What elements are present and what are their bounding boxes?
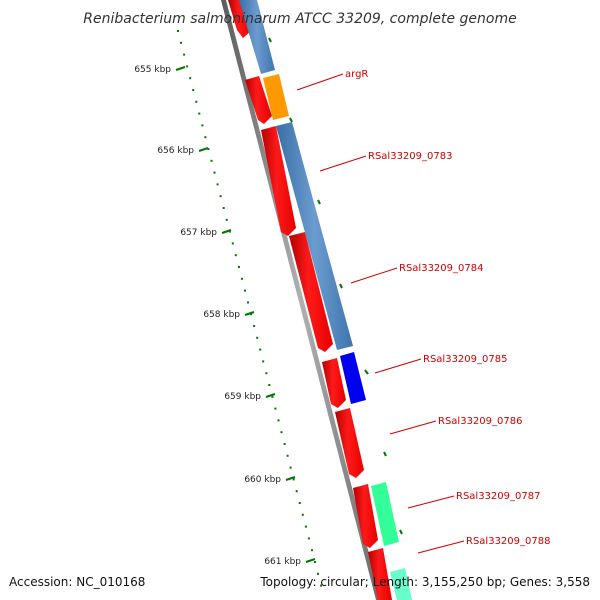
- scale-label: 657 kbp: [180, 228, 217, 238]
- scale-dot: [231, 242, 234, 245]
- scale-major-tick: [305, 558, 316, 563]
- gene-label: RSal33209_0786: [438, 416, 522, 427]
- scale-dot: [283, 443, 286, 445]
- scale-label: 659 kbp: [224, 392, 261, 402]
- gene-leader-line: [350, 267, 398, 284]
- scale-label: 655 kbp: [134, 65, 171, 75]
- scale-dot: [180, 41, 182, 44]
- scale-label: 661 kbp: [264, 557, 301, 567]
- cds-feature: [289, 232, 333, 352]
- scale-dot: [177, 30, 179, 32]
- gene-leader-line: [374, 358, 422, 374]
- gene-track: [239, 0, 412, 600]
- gene-leader-line: [407, 495, 455, 509]
- scale-dot: [225, 218, 228, 221]
- scale-dot: [216, 183, 219, 186]
- scale-dot: [198, 112, 201, 115]
- scale-dot: [222, 207, 225, 209]
- scale-dot: [189, 77, 192, 80]
- scale-dot: [228, 230, 231, 233]
- gene-feature-RSal33209_0787: [371, 482, 399, 546]
- scale-major-tick: [198, 147, 209, 152]
- scale-major-tick: [265, 393, 276, 398]
- scale-dot: [195, 100, 198, 103]
- scale-dot: [292, 478, 295, 481]
- cds-feature: [368, 548, 392, 600]
- outer-tick-marks: [268, 37, 403, 535]
- scale-dot: [311, 549, 313, 552]
- topology-text: Topology: circular; Length: 3,155,250 bp…: [259, 575, 590, 589]
- scale-label: 656 kbp: [157, 146, 194, 156]
- gene-labels: argR RSal33209_0783 RSal33209_0784 RSal3320…: [296, 69, 550, 554]
- scale-dot: [219, 195, 222, 198]
- cds-feature: [322, 358, 346, 408]
- scale-dot: [247, 301, 249, 304]
- scale-dot: [213, 171, 216, 174]
- gene-feature-RSal33209_0788: [390, 568, 412, 600]
- scale-dot: [271, 395, 274, 398]
- scale-dot: [320, 584, 323, 587]
- scale-dot: [244, 289, 246, 292]
- gene-leader-line: [319, 155, 367, 172]
- scale-dot: [262, 360, 265, 363]
- map-title: Renibacterium salmoninarum ATCC 33209, c…: [83, 11, 516, 27]
- scale-dot: [240, 277, 243, 280]
- scale-dot: [259, 348, 262, 351]
- gene-feature-steelblue: [239, 0, 275, 74]
- cds-track: [228, 0, 392, 600]
- scale-dot: [274, 407, 277, 410]
- accession-text: Accession: NC_010168: [9, 575, 145, 589]
- genome-backbone: [221, 0, 381, 600]
- scale-dot: [204, 136, 207, 139]
- gene-label: argR: [345, 69, 368, 80]
- scale-dot: [234, 254, 237, 257]
- scale-dot: [286, 454, 289, 457]
- scale-dot: [280, 431, 283, 434]
- scale-ruler: 655 kbp 656 kbp 657 kbp 658 kbp 659 kbp 660 k…: [134, 30, 323, 587]
- gene-feature-RSal33209_0783-0784: [276, 122, 353, 350]
- scale-dot: [265, 372, 268, 375]
- scale-dot: [207, 148, 210, 150]
- scale-dot: [237, 266, 240, 268]
- scale-dot: [304, 525, 307, 528]
- gene-leader-line: [296, 73, 344, 91]
- scale-label: 660 kbp: [244, 475, 281, 485]
- scale-dot: [256, 336, 259, 339]
- gene-leader-line: [389, 420, 437, 435]
- gene-feature-RSal33209_0785: [340, 352, 366, 404]
- gene-leader-line: [417, 540, 465, 554]
- scale-dot: [210, 159, 213, 162]
- scale-label: 658 kbp: [203, 310, 240, 320]
- scale-dot: [186, 65, 189, 68]
- scale-dot: [253, 325, 256, 327]
- scale-dot: [314, 561, 316, 563]
- scale-dot: [250, 313, 253, 316]
- cds-feature: [335, 408, 364, 478]
- scale-dot: [277, 419, 280, 422]
- scale-major-tick: [244, 311, 255, 316]
- scale-dot: [192, 89, 195, 91]
- scale-major-tick: [221, 229, 232, 234]
- gene-label: RSal33209_0784: [399, 263, 483, 274]
- scale-dot: [295, 490, 298, 493]
- scale-major-tick: [175, 66, 186, 71]
- gene-label: RSal33209_0783: [368, 151, 452, 162]
- gene-feature-argR: [263, 74, 289, 120]
- scale-dot: [301, 513, 304, 516]
- gene-label: RSal33209_0787: [456, 491, 540, 502]
- scale-dot: [317, 572, 319, 575]
- scale-dot: [201, 124, 204, 127]
- cds-feature: [261, 126, 296, 236]
- scale-dot: [289, 466, 292, 469]
- scale-dot: [307, 537, 310, 540]
- scale-dot: [183, 53, 186, 56]
- scale-dot: [298, 502, 301, 504]
- gene-label: RSal33209_0788: [466, 536, 550, 547]
- cds-feature: [353, 484, 378, 548]
- scale-major-tick: [285, 476, 296, 481]
- scale-dot: [268, 384, 271, 386]
- cds-feature: [245, 76, 272, 124]
- gene-label: RSal33209_0785: [423, 354, 507, 365]
